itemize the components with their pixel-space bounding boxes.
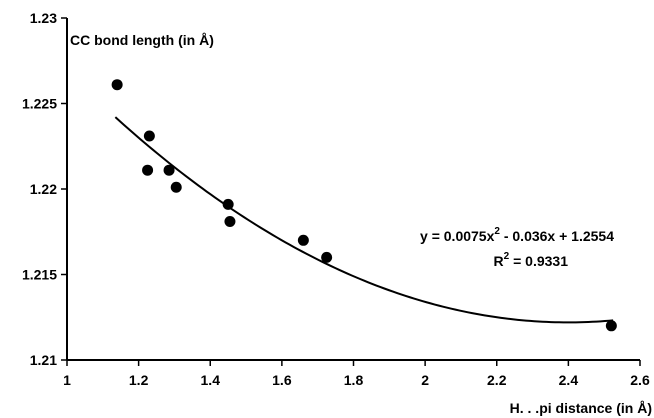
data-point (144, 130, 155, 141)
r2-rest: = 0.9331 (509, 253, 568, 269)
y-tick-label: 1.23 (30, 10, 57, 26)
data-point (224, 216, 235, 227)
equation-rest: - 0.036x + 1.2554 (500, 228, 614, 244)
x-tick-label: 2.4 (559, 372, 579, 388)
trendline-equation: y = 0.0075x2 - 0.036x + 1.2554 (420, 226, 614, 244)
data-point (142, 165, 153, 176)
x-tick-label: 1.6 (272, 372, 292, 388)
data-point (171, 182, 182, 193)
data-point (223, 199, 234, 210)
x-tick-label: 1.2 (129, 372, 149, 388)
equation-text: y = 0.0075x (420, 228, 495, 244)
trendline (115, 117, 613, 322)
ticks: 1 1.2 1.4 1.6 1.8 2 2.2 2.4 2.6 1.21 1.215 1.22 1.22… (22, 10, 650, 388)
x-tick-label: 1 (63, 372, 71, 388)
x-tick-label: 2 (421, 372, 429, 388)
data-point (298, 235, 309, 246)
x-tick-label: 2.6 (630, 372, 650, 388)
data-point (606, 320, 617, 331)
data-point (164, 165, 175, 176)
trendline-group (115, 117, 613, 322)
data-points (112, 79, 617, 331)
y-tick-label: 1.225 (22, 96, 57, 112)
r2-prefix: R (494, 253, 504, 269)
data-point (112, 79, 123, 90)
y-tick-label: 1.21 (30, 352, 57, 368)
y-tick-label: 1.215 (22, 267, 57, 283)
data-point (321, 252, 332, 263)
x-tick-label: 1.4 (201, 372, 221, 388)
r-squared: R2 = 0.9331 (494, 251, 569, 269)
x-tick-label: 1.8 (344, 372, 364, 388)
x-axis-title: H. . .pi distance (in Å) (510, 400, 652, 416)
x-tick-label: 2.2 (487, 372, 507, 388)
y-axis-title: CC bond length (in Å) (70, 32, 214, 48)
y-tick-label: 1.22 (30, 181, 57, 197)
axes (67, 18, 640, 360)
